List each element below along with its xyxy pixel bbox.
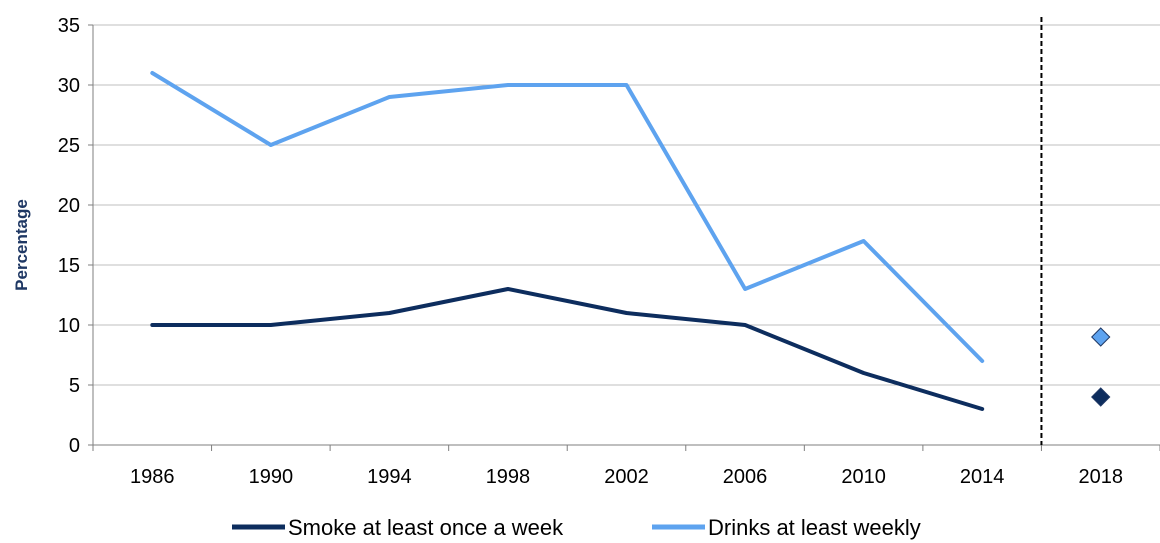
series-lines — [150, 71, 1111, 411]
x-tick-label-1990: 1990 — [249, 466, 294, 488]
x-tick-label-1994: 1994 — [367, 466, 412, 488]
series-line-1 — [150, 71, 985, 363]
y-tick-label-35: 35 — [58, 15, 80, 37]
axes: 0 5 10 15 20 25 30 35 1986 1990 1994 1998 2002 2006 20… — [58, 15, 1160, 488]
x-tick-label-1998: 1998 — [486, 466, 531, 488]
y-tick-label-10: 10 — [58, 315, 80, 337]
x-tick-label-2006: 2006 — [723, 466, 768, 488]
series-0-projection-marker — [1091, 387, 1111, 407]
series-line-0 — [150, 287, 985, 411]
y-tick-label-25: 25 — [58, 135, 80, 157]
series-1-projection-marker — [1091, 327, 1111, 347]
y-axis-label: Percentage — [12, 199, 31, 291]
x-tick-label-1986: 1986 — [130, 466, 175, 488]
legend-label-1: Drinks at least weekly — [708, 515, 921, 540]
y-tick-label-0: 0 — [69, 435, 80, 457]
x-tick-label-2002: 2002 — [604, 466, 649, 488]
y-tick-label-20: 20 — [58, 195, 80, 217]
gridlines — [93, 24, 1160, 386]
y-tick-label-15: 15 — [58, 255, 80, 277]
legend-label-0: Smoke at least once a week — [288, 515, 564, 540]
y-tick-label-30: 30 — [58, 75, 80, 97]
legend: Smoke at least once a week Drinks at leas… — [232, 515, 921, 540]
x-tick-label-2010: 2010 — [841, 466, 886, 488]
y-tick-label-5: 5 — [69, 375, 80, 397]
x-tick-label-2018: 2018 — [1078, 466, 1123, 488]
x-tick-label-2014: 2014 — [960, 466, 1005, 488]
